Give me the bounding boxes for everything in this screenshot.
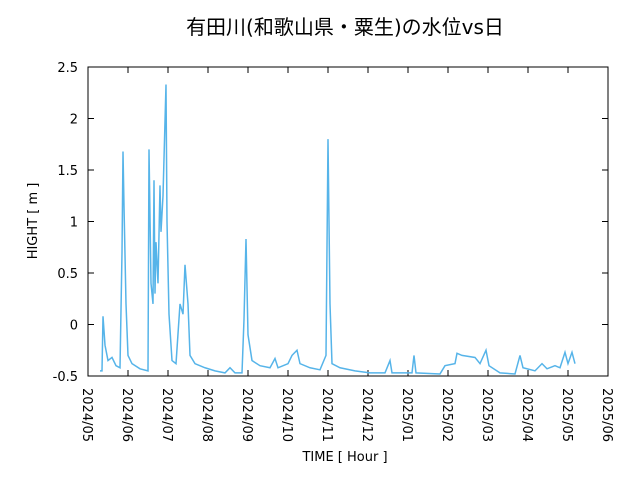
x-tick-label: 2025/06 — [599, 388, 614, 442]
y-tick-label: 2.5 — [57, 61, 78, 76]
x-axis-label: TIME [ Hour ] — [301, 450, 387, 465]
x-tick-label: 2025/04 — [519, 388, 534, 442]
y-tick-label: 1.5 — [57, 164, 78, 179]
y-tick-label: 1 — [70, 216, 78, 231]
y-tick-label: 2 — [70, 113, 78, 128]
data-line — [100, 84, 576, 375]
y-tick-label: 0 — [70, 319, 78, 334]
x-tick-label: 2024/12 — [359, 388, 374, 442]
y-tick-label: 0.5 — [57, 267, 78, 282]
y-axis-label: HIGHT [ m ] — [26, 183, 41, 260]
x-tick-label: 2024/10 — [279, 388, 294, 442]
x-tick-label: 2025/05 — [559, 388, 574, 442]
x-tick-label: 2025/02 — [439, 388, 454, 442]
x-tick-label: 2024/05 — [79, 388, 94, 442]
chart-title: 有田川(和歌山県・粟生)の水位vs日 — [186, 15, 504, 39]
y-tick-label: -0.5 — [53, 370, 78, 385]
x-tick-label: 2025/03 — [479, 388, 494, 442]
x-tick-label: 2024/07 — [159, 388, 174, 442]
x-tick-label: 2024/06 — [119, 388, 134, 442]
x-tick-label: 2024/11 — [319, 388, 334, 442]
x-tick-label: 2024/08 — [199, 388, 214, 442]
x-tick-label: 2025/01 — [399, 388, 414, 442]
x-tick-label: 2024/09 — [239, 388, 254, 442]
